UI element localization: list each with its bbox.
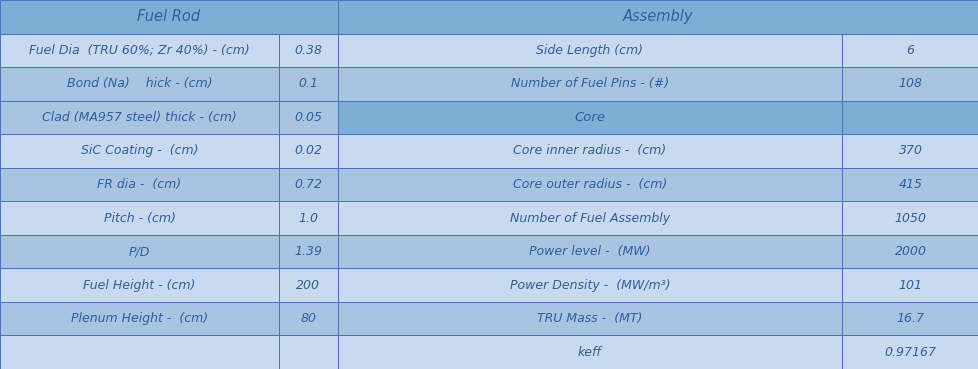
Bar [279, 302, 337, 335]
Text: 2000: 2000 [894, 245, 925, 258]
Bar [0, 335, 279, 369]
Bar [0, 34, 279, 67]
Text: 0.02: 0.02 [294, 144, 322, 158]
Bar [337, 335, 841, 369]
Text: 415: 415 [898, 178, 921, 191]
Text: 6: 6 [906, 44, 913, 57]
Bar [279, 67, 337, 101]
Bar [337, 235, 841, 268]
Bar [841, 335, 978, 369]
Text: 1.0: 1.0 [298, 211, 318, 225]
Bar [279, 34, 337, 67]
Text: Assembly: Assembly [622, 9, 693, 24]
Bar [337, 0, 978, 34]
Text: P/D: P/D [129, 245, 150, 258]
Bar [337, 101, 841, 134]
Text: 0.1: 0.1 [298, 77, 318, 90]
Bar [841, 101, 978, 134]
Text: 200: 200 [296, 279, 320, 292]
Text: 0.72: 0.72 [294, 178, 322, 191]
Bar [0, 67, 279, 101]
Bar [337, 268, 841, 302]
Bar [0, 168, 279, 201]
Bar [337, 134, 841, 168]
Bar [841, 268, 978, 302]
Bar [841, 235, 978, 268]
Text: Core outer radius -  (cm): Core outer radius - (cm) [512, 178, 666, 191]
Bar [337, 34, 841, 67]
Bar [841, 134, 978, 168]
Text: 80: 80 [300, 312, 316, 325]
Text: 0.97167: 0.97167 [883, 346, 936, 359]
Bar [0, 268, 279, 302]
Text: Power level -  (MW): Power level - (MW) [528, 245, 650, 258]
Bar [337, 67, 841, 101]
Bar [337, 201, 841, 235]
Text: Clad (MA957 steel) thick - (cm): Clad (MA957 steel) thick - (cm) [42, 111, 237, 124]
Text: 1050: 1050 [894, 211, 925, 225]
Text: Power Density -  (MW/m³): Power Density - (MW/m³) [510, 279, 669, 292]
Bar [0, 101, 279, 134]
Text: keff: keff [577, 346, 601, 359]
Bar [841, 34, 978, 67]
Text: Fuel Rod: Fuel Rod [137, 9, 200, 24]
Bar [0, 0, 337, 34]
Bar [279, 268, 337, 302]
Text: TRU Mass -  (MT): TRU Mass - (MT) [537, 312, 642, 325]
Bar [841, 201, 978, 235]
Text: 16.7: 16.7 [896, 312, 923, 325]
Text: Plenum Height -  (cm): Plenum Height - (cm) [70, 312, 208, 325]
Bar [841, 67, 978, 101]
Bar [279, 101, 337, 134]
Bar [0, 302, 279, 335]
Text: SiC Coating -  (cm): SiC Coating - (cm) [80, 144, 199, 158]
Bar [0, 134, 279, 168]
Bar [279, 335, 337, 369]
Text: Number of Fuel Pins - (#): Number of Fuel Pins - (#) [511, 77, 668, 90]
Text: 0.38: 0.38 [294, 44, 322, 57]
Text: 1.39: 1.39 [294, 245, 322, 258]
Bar [279, 201, 337, 235]
Bar [0, 201, 279, 235]
Text: FR dia -  (cm): FR dia - (cm) [98, 178, 181, 191]
Text: 370: 370 [898, 144, 921, 158]
Text: 0.05: 0.05 [294, 111, 322, 124]
Text: Fuel Dia  (TRU 60%; Zr 40%) - (cm): Fuel Dia (TRU 60%; Zr 40%) - (cm) [29, 44, 249, 57]
Bar [279, 134, 337, 168]
Text: Core inner radius -  (cm): Core inner radius - (cm) [512, 144, 666, 158]
Text: Pitch - (cm): Pitch - (cm) [104, 211, 175, 225]
Bar [337, 168, 841, 201]
Bar [841, 168, 978, 201]
Text: Number of Fuel Assembly: Number of Fuel Assembly [510, 211, 669, 225]
Text: 108: 108 [898, 77, 921, 90]
Text: Bond (Na)    hick - (cm): Bond (Na) hick - (cm) [67, 77, 212, 90]
Bar [279, 235, 337, 268]
Text: Core: Core [574, 111, 604, 124]
Text: Fuel Height - (cm): Fuel Height - (cm) [83, 279, 196, 292]
Bar [0, 235, 279, 268]
Bar [279, 168, 337, 201]
Text: Side Length (cm): Side Length (cm) [536, 44, 643, 57]
Bar [841, 302, 978, 335]
Bar [337, 302, 841, 335]
Text: 101: 101 [898, 279, 921, 292]
